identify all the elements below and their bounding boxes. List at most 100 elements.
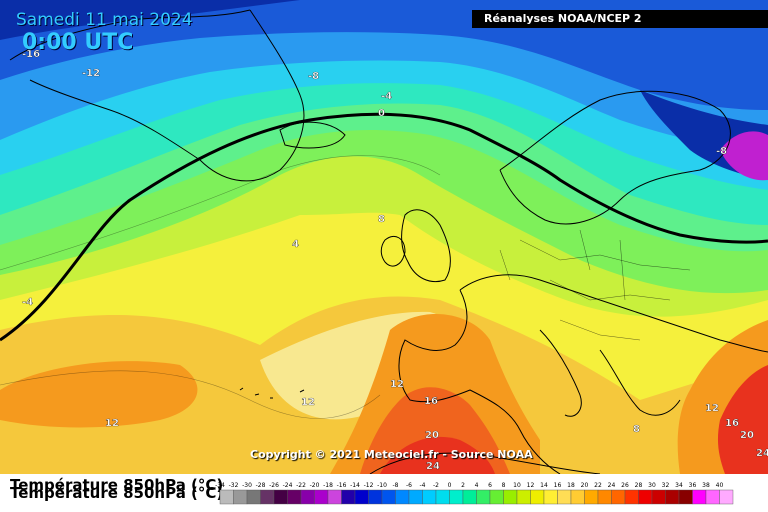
legend-swatch (462, 489, 477, 505)
legend-tick-label: -32 (229, 482, 239, 489)
legend-tick-label: -12 (364, 482, 374, 489)
balkans-coast (599, 349, 681, 416)
legend-tick-label: 8 (502, 482, 506, 489)
copyright-label: Copyright © 2021 Meteociel.fr - Source N… (250, 448, 533, 461)
legend-tick-label: 36 (689, 482, 697, 489)
legend-tick-label: 32 (662, 482, 670, 489)
legend-tick-label: -26 (269, 482, 279, 489)
greenland-coast (9, 9, 305, 182)
legend-tick-label: 30 (648, 482, 656, 489)
legend-swatch (381, 489, 396, 505)
red-core (380, 436, 495, 474)
contour-label: -4 (381, 91, 392, 102)
legend-swatch (341, 489, 356, 505)
contour-label: 24 (426, 461, 440, 472)
legend-tick-label: 6 (488, 482, 492, 489)
atlantic-islands (239, 387, 305, 399)
time-label: 0:00 UTC (22, 30, 134, 55)
europe-coast (398, 274, 768, 474)
legend-swatch (476, 489, 491, 505)
legend-tick-label: 28 (635, 482, 643, 489)
country-borders (499, 229, 691, 341)
contour-label: -16 (22, 49, 40, 60)
legend-tick-label: -20 (310, 482, 320, 489)
legend-swatch (489, 489, 504, 505)
legend-swatch (395, 489, 410, 505)
legend-tick-label: 12 (527, 482, 535, 489)
zero-isotherm (0, 112, 768, 342)
legend-tick-label: 40 (716, 482, 724, 489)
legend-swatch (530, 489, 545, 505)
legend-tick-label: 10 (513, 482, 521, 489)
legend-tick-label: 22 (594, 482, 602, 489)
legend-swatch (624, 489, 639, 505)
legend-swatch (705, 489, 720, 505)
magenta-core (720, 131, 768, 181)
contour-label: 12 (105, 418, 119, 429)
legend-swatch (516, 489, 531, 505)
ireland-coast (380, 236, 406, 267)
legend-swatch (584, 489, 599, 505)
legend-swatch (219, 489, 234, 505)
temperature-map: -16 -12 -8 -4 0 -8 8 4 -4 12 12 12 16 20 24 12 16 20 24 8 S… (0, 0, 768, 474)
date-label: Samedi 11 mai 2024 (16, 10, 193, 30)
legend-tick-label: 18 (567, 482, 575, 489)
legend-tick-label: -24 (283, 482, 293, 489)
legend-swatch (354, 489, 369, 505)
legend-swatch (503, 489, 518, 505)
legend-tick-label: 20 (581, 482, 589, 489)
legend-swatch (260, 489, 275, 505)
legend-tick-label: 0 (448, 482, 452, 489)
legend-tick-label: 38 (702, 482, 710, 489)
legend-tick-label: -14 (350, 482, 360, 489)
contour-label: 0 (378, 108, 385, 119)
legend-tick-label: 24 (608, 482, 616, 489)
legend-title: Température 850hPa (°C) (10, 476, 224, 494)
legend-tick-label: -28 (256, 482, 266, 489)
legend-tick-label: 26 (621, 482, 629, 489)
scandinavia-coast (499, 90, 731, 225)
legend-swatch (543, 489, 558, 505)
north-africa-coast (369, 452, 601, 474)
legend-tick-label: -30 (242, 482, 252, 489)
legend-swatch (368, 489, 383, 505)
legend-tick-label: -34 (215, 482, 225, 489)
legend-tick-label: -6 (406, 482, 412, 489)
legend-tick-label: -16 (337, 482, 347, 489)
legend-swatch (435, 489, 450, 505)
legend-tick-label: -8 (393, 482, 399, 489)
contour-label: 12 (301, 397, 315, 408)
legend-swatch (557, 489, 572, 505)
legend-swatch (300, 489, 315, 505)
italy-coast (539, 329, 582, 417)
contour-label: 20 (740, 430, 754, 441)
legend-swatch (327, 489, 342, 505)
contour-label: 24 (756, 448, 768, 459)
legend-swatch (651, 489, 666, 505)
contour-line (0, 370, 381, 419)
contour-line (0, 155, 441, 271)
legend-tick-label: 16 (554, 482, 562, 489)
iceland-coast (279, 121, 346, 149)
legend-tick-label: 34 (675, 482, 683, 489)
legend-swatch (449, 489, 464, 505)
contour-label: -12 (82, 68, 100, 79)
deep-blue-band (0, 0, 300, 40)
contour-label: 20 (425, 430, 439, 441)
contour-label: -8 (716, 146, 727, 157)
source-banner: Réanalyses NOAA/NCEP 2 (472, 10, 768, 28)
contour-label: 16 (725, 418, 739, 429)
legend-tick-label: -2 (433, 482, 439, 489)
legend-tick-label: -22 (296, 482, 306, 489)
legend-tick-label: -4 (420, 482, 426, 489)
legend-title-shadow: Température 850hPa (°C) (10, 484, 224, 502)
legend-swatch (611, 489, 626, 505)
legend-swatch (570, 489, 585, 505)
legend-swatch (273, 489, 288, 505)
contour-label: -4 (22, 297, 33, 308)
contour-label: 4 (292, 239, 299, 250)
red-east (717, 365, 768, 474)
contour-label: 12 (705, 403, 719, 414)
